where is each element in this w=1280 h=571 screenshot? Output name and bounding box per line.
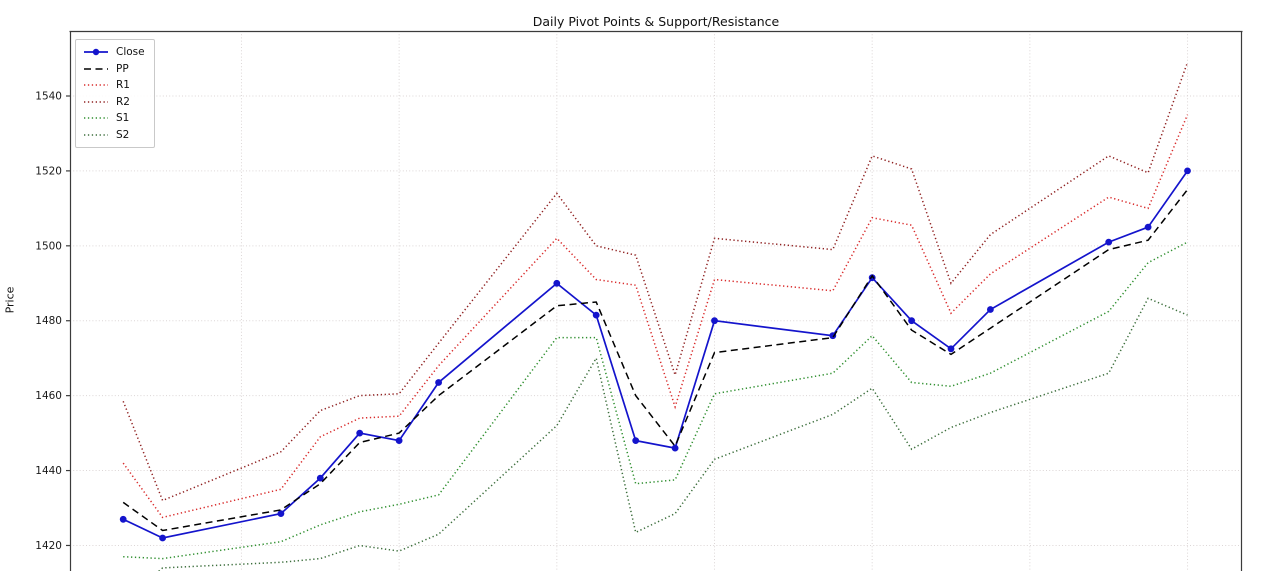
close-marker bbox=[1144, 223, 1152, 231]
close-marker bbox=[159, 534, 167, 542]
legend-label-r2: R2 bbox=[116, 95, 130, 108]
close-marker bbox=[395, 437, 403, 444]
legend-item-s1: S1 bbox=[83, 110, 145, 127]
y-tick-label-1520: 1520 bbox=[35, 165, 62, 177]
legend-line-sample-s2 bbox=[84, 134, 108, 136]
close-marker bbox=[435, 379, 442, 386]
legend-label-r1: R1 bbox=[116, 79, 130, 92]
close-marker bbox=[632, 437, 640, 444]
chart-title: Daily Pivot Points & Support/Resistance bbox=[532, 14, 780, 29]
s1-series bbox=[123, 241, 1188, 560]
pp-series bbox=[122, 189, 1189, 532]
y-tick-label-1480: 1480 bbox=[35, 315, 62, 327]
close-marker bbox=[1184, 167, 1191, 175]
close-marker bbox=[316, 474, 324, 482]
close-marker bbox=[947, 345, 955, 353]
close-marker bbox=[908, 317, 915, 325]
close-line bbox=[122, 170, 1189, 539]
close-marker bbox=[356, 429, 364, 437]
legend-item-r1: R1 bbox=[83, 77, 145, 94]
close-marker bbox=[711, 317, 718, 325]
pp-line bbox=[122, 189, 1189, 532]
y-tick-label-1420: 1420 bbox=[35, 540, 62, 552]
legend-item-close: Close bbox=[83, 44, 145, 61]
close-marker bbox=[1105, 238, 1113, 246]
legend-line-sample-pp bbox=[84, 68, 108, 70]
close-marker bbox=[592, 311, 600, 319]
legend-line-sample-close bbox=[84, 49, 108, 56]
r2-series bbox=[122, 62, 1189, 502]
y-tick-label-1540: 1540 bbox=[35, 91, 62, 103]
close-marker bbox=[119, 515, 127, 523]
r1-series bbox=[122, 114, 1189, 519]
y-tick-label-1460: 1460 bbox=[35, 390, 62, 402]
s2-series bbox=[157, 297, 1188, 571]
legend-label-s2: S2 bbox=[116, 128, 130, 141]
axes-spines bbox=[69, 30, 1243, 571]
y-tick-label-1440: 1440 bbox=[35, 465, 62, 477]
legend-line-sample-r2 bbox=[84, 101, 108, 103]
s2-line bbox=[157, 297, 1188, 571]
gridlines bbox=[70, 31, 1242, 571]
legend-label-close: Close bbox=[116, 46, 145, 59]
legend-line-sample-r1 bbox=[84, 84, 108, 86]
legend-item-r2: R2 bbox=[83, 94, 145, 111]
close-marker bbox=[868, 274, 876, 282]
s1-line bbox=[123, 241, 1188, 560]
legend-line-sample-s1 bbox=[84, 117, 108, 119]
y-axis-label: Price bbox=[3, 286, 17, 314]
legend-item-s2: S2 bbox=[83, 127, 145, 144]
close-marker bbox=[553, 279, 561, 287]
legend-label-s1: S1 bbox=[116, 112, 130, 125]
r2-line bbox=[122, 62, 1189, 502]
legend-item-pp: PP bbox=[83, 61, 145, 78]
close-marker bbox=[671, 444, 679, 452]
legend: Close PP R1 R2 S1 S2 bbox=[75, 39, 155, 148]
close-marker bbox=[987, 306, 994, 313]
y-tick-label-1500: 1500 bbox=[35, 240, 62, 252]
y-axis: 1420 1440 1460 1480 1500 1520 1540 bbox=[35, 91, 70, 552]
close-marker bbox=[277, 510, 285, 517]
r1-line bbox=[122, 114, 1189, 519]
legend-label-pp: PP bbox=[116, 62, 129, 75]
close-series bbox=[119, 167, 1191, 542]
